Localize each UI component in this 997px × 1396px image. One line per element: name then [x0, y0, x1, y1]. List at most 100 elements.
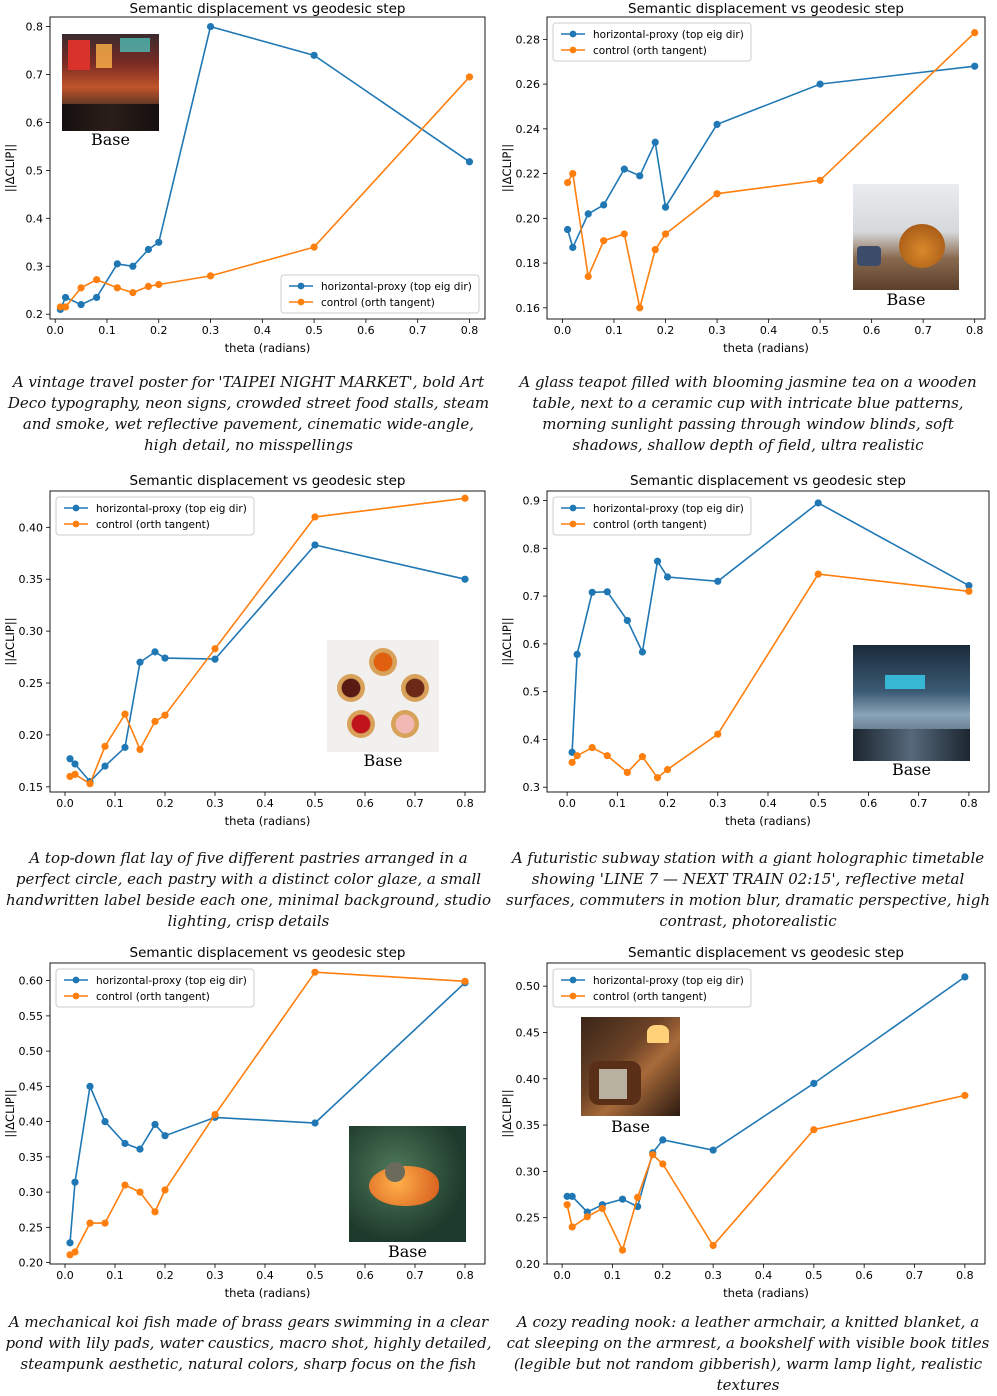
data-point: [663, 573, 672, 581]
prompt-caption: A cozy reading nook: a leather armchair,…: [506, 1313, 990, 1394]
x-tick-label: 0.3: [202, 324, 220, 337]
x-tick-label: 0.3: [708, 324, 726, 337]
chart-panel-6: Semantic displacement vs geodesic step 0.…: [497, 938, 997, 1394]
data-point: [971, 29, 979, 37]
data-point: [816, 176, 824, 184]
x-tick-label: 0.0: [558, 797, 576, 810]
y-tick-label: 0.20: [19, 1257, 44, 1270]
x-tick-label: 0.6: [357, 324, 375, 337]
legend-marker: [297, 282, 305, 290]
y-tick-label: 0.7: [26, 69, 44, 82]
y-tick-label: 0.30: [19, 625, 44, 638]
data-point: [568, 758, 576, 766]
x-tick-label: 0.1: [106, 797, 124, 810]
y-tick-label: 0.9: [523, 495, 541, 508]
legend-box: [280, 274, 480, 314]
data-point: [311, 513, 319, 521]
x-tick-label: 0.3: [709, 797, 727, 810]
y-tick-label: 0.40: [19, 521, 44, 534]
data-point: [56, 303, 64, 311]
x-tick-label: 0.3: [206, 1269, 224, 1282]
data-point: [663, 765, 672, 774]
data-point: [638, 648, 647, 656]
reading-nook-image: [581, 1017, 680, 1116]
x-tick-label: 0.0: [554, 324, 572, 337]
chart-title: Semantic displacement vs geodesic step: [130, 945, 406, 961]
y-tick-label: 0.8: [26, 21, 44, 34]
data-point: [86, 780, 94, 788]
y-tick-label: 0.30: [516, 1165, 541, 1178]
x-tick-label: 0.7: [406, 1269, 424, 1282]
data-point: [161, 654, 169, 662]
data-point: [618, 1195, 627, 1203]
data-point: [563, 1201, 571, 1209]
data-point: [563, 1192, 571, 1200]
data-point: [564, 178, 572, 187]
chart-4: Semantic displacement vs geodesic step 0.…: [500, 473, 990, 828]
data-point: [311, 1119, 319, 1127]
chart-panel-4: Semantic displacement vs geodesic step 0.…: [497, 466, 997, 936]
data-point: [121, 1181, 129, 1189]
prompt-caption: A mechanical koi fish made of brass gear…: [5, 1313, 492, 1373]
data-point: [653, 557, 662, 565]
legend-marker: [72, 992, 80, 1000]
y-tick-label: 0.6: [523, 638, 541, 651]
x-tick-label: 0.1: [605, 324, 623, 337]
data-point: [600, 201, 608, 209]
x-tick-label: 0.6: [863, 324, 881, 337]
data-point: [155, 280, 163, 289]
y-tick-label: 0.5: [523, 686, 541, 699]
plot-frame: [49, 490, 486, 793]
legend-label: horizontal-proxy (top eig dir): [321, 281, 472, 293]
x-tick-label: 0.7: [409, 324, 427, 337]
data-point: [713, 190, 721, 198]
data-point: [129, 289, 137, 297]
x-tick-label: 0.6: [860, 797, 878, 810]
chart-6: Semantic displacement vs geodesic step 0.…: [500, 945, 986, 1300]
x-tick-label: 0.2: [150, 324, 168, 337]
x-axis-label: theta (radians): [723, 341, 809, 355]
data-point: [121, 743, 129, 751]
legend-marker: [569, 46, 577, 54]
data-point: [713, 120, 721, 128]
x-tick-label: 0.1: [98, 324, 116, 337]
data-point: [600, 237, 608, 245]
data-point: [603, 588, 611, 596]
y-axis-label: ||ΔCLIP||: [3, 617, 17, 665]
data-point: [661, 203, 670, 211]
chart-title: Semantic displacement vs geodesic step: [130, 1, 406, 17]
data-point: [618, 1246, 627, 1254]
data-point: [634, 1193, 642, 1201]
y-axis-label: ||ΔCLIP||: [500, 1089, 514, 1137]
data-point: [961, 1091, 969, 1100]
chart-2: Semantic displacement vs geodesic step 0.…: [500, 1, 986, 355]
x-tick-label: 0.8: [461, 324, 479, 337]
legend-label: control (orth tangent): [593, 519, 707, 531]
data-point: [573, 752, 581, 760]
x-tick-label: 0.7: [910, 797, 928, 810]
y-axis-label: ||ΔCLIP||: [500, 617, 514, 665]
data-point: [151, 1120, 159, 1129]
x-tick-label: 0.5: [306, 797, 324, 810]
legend-label: horizontal-proxy (top eig dir): [593, 29, 744, 41]
legend-box: [552, 496, 752, 536]
data-point: [151, 648, 159, 656]
prompt-caption: A vintage travel poster for 'TAIPEI NIGH…: [7, 373, 490, 454]
legend-marker: [72, 504, 80, 512]
teapot-image: [853, 184, 959, 290]
data-point: [161, 711, 169, 719]
prompt-caption: A futuristic subway station with a giant…: [505, 849, 991, 930]
legend-label: control (orth tangent): [96, 991, 210, 1003]
x-tick-label: 0.2: [156, 797, 174, 810]
data-point: [121, 1139, 129, 1148]
y-tick-label: 0.35: [19, 573, 44, 586]
chart-3: Semantic displacement vs geodesic step 0.…: [3, 473, 486, 828]
chart-panel-2: Semantic displacement vs geodesic step 0.…: [497, 0, 997, 460]
data-point: [636, 172, 644, 180]
y-tick-label: 0.4: [523, 733, 541, 746]
legend-marker: [569, 30, 577, 38]
x-tick-label: 0.2: [156, 1269, 174, 1282]
plot-frame: [49, 962, 486, 1265]
y-tick-label: 0.6: [26, 116, 44, 129]
x-tick-label: 0.0: [56, 1269, 74, 1282]
